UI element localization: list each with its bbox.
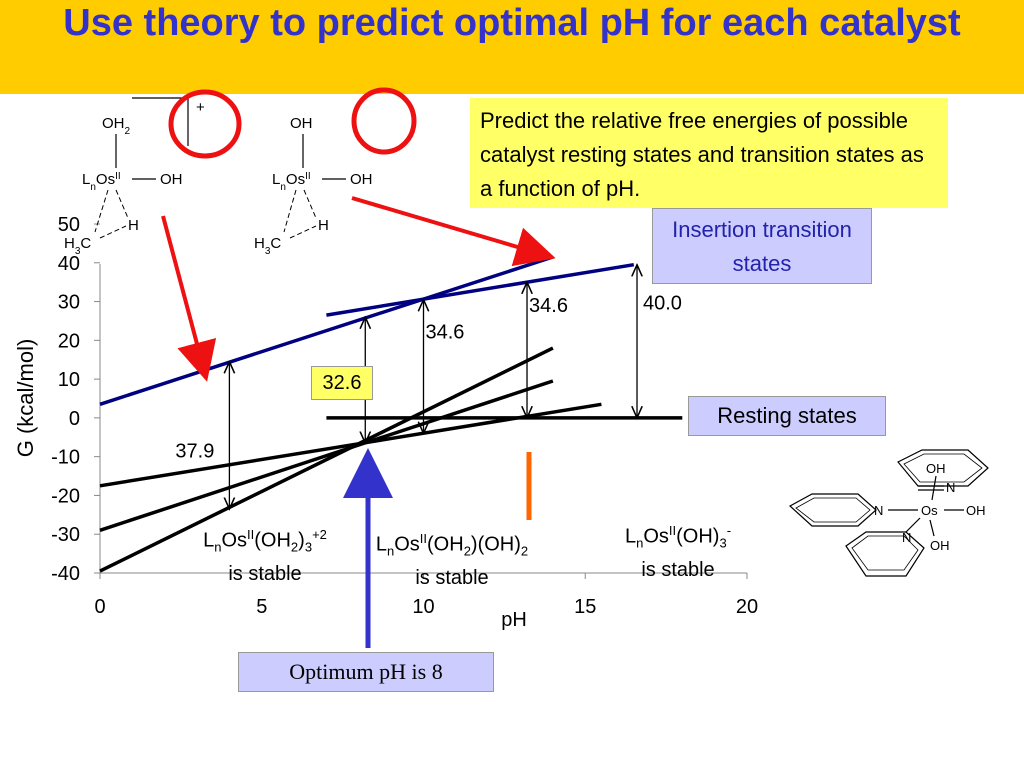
left-charge-label: + xyxy=(196,99,205,116)
resting-states-label: Resting states xyxy=(688,396,886,436)
complex-n2-label: N xyxy=(946,480,955,495)
stable-label-basic: LnOsII(OH)3- is stable xyxy=(624,523,732,581)
right-top-label: OH xyxy=(290,115,313,132)
x-tick-label: 15 xyxy=(574,596,596,618)
right-h-label: H xyxy=(318,217,329,234)
y-tick-label: 50 xyxy=(58,214,80,236)
chart-intervals: 37.9 34.6 34.6 40.0 xyxy=(175,265,682,509)
x-tick-label: 20 xyxy=(736,596,758,618)
chart-axes: 50 40 30 20 10 0 -10 -20 -30 -40 0 5 10 15 20 pH G (kcal… xyxy=(13,214,758,631)
os-complex-structure xyxy=(788,449,989,577)
left-top-label: OH2 xyxy=(102,115,131,137)
annotation-arrows xyxy=(161,196,556,648)
series-line-insertion xyxy=(326,262,635,317)
x-axis-label: pH xyxy=(501,609,527,631)
complex-os-label: Os xyxy=(921,503,938,518)
complex-oh-top-label: OH xyxy=(926,461,946,476)
complex-n3-label: N xyxy=(902,530,911,545)
complex-oh-bottom-label: OH xyxy=(930,538,950,553)
y-tick-label: 10 xyxy=(58,369,80,391)
y-tick-label: 40 xyxy=(58,253,80,275)
title-banner: Use theory to predict optimal pH for eac… xyxy=(0,0,1024,94)
chart-series xyxy=(99,255,683,573)
molecular-structures: OH2 LnOsII OH H H3C + OH LnOsII OH H H3C xyxy=(64,87,989,577)
structure-left: OH2 LnOsII OH H H3C + xyxy=(64,97,205,257)
right-methyl-label: H3C xyxy=(254,235,281,257)
red-arrow-right xyxy=(351,196,556,267)
complex-oh-right-label: OH xyxy=(966,503,986,518)
y-axis-label: G (kcal/mol) xyxy=(13,339,38,458)
complex-n1-label: N xyxy=(874,503,883,518)
series-line-insertion xyxy=(99,255,554,406)
y-tick-label: -20 xyxy=(51,485,80,507)
page-title: Use theory to predict optimal pH for eac… xyxy=(63,2,961,44)
stable-label-acidic: LnOsII(OH2)3+2 is stable xyxy=(203,527,327,585)
highlight-circle-left xyxy=(168,89,242,159)
y-tick-label: 0 xyxy=(69,408,80,430)
y-tick-label: -40 xyxy=(51,563,80,585)
right-center-label: LnOsII xyxy=(272,171,311,193)
interval-label: 34.6 xyxy=(529,295,568,317)
left-right-label: OH xyxy=(160,171,183,188)
left-center-label: LnOsII xyxy=(82,171,121,193)
right-right-label: OH xyxy=(350,171,373,188)
predict-textbox: Predict the relative free energies of po… xyxy=(470,98,948,208)
left-h-label: H xyxy=(128,217,139,234)
interval-value-highlight: 32.6 xyxy=(311,366,373,400)
interval-label: 40.0 xyxy=(643,292,682,314)
y-tick-label: -30 xyxy=(51,524,80,546)
series-line-resting xyxy=(99,346,554,573)
y-tick-label: -10 xyxy=(51,447,80,469)
optimum-ph-label: Optimum pH is 8 xyxy=(238,652,494,692)
structure-right: OH LnOsII OH H H3C xyxy=(254,115,373,257)
highlight-circle-right xyxy=(351,87,417,155)
os-complex-labels: Os N N N OH OH OH xyxy=(874,461,986,553)
x-tick-label: 10 xyxy=(412,596,434,618)
stable-label-neutral: LnOsII(OH2)(OH)2 is stable xyxy=(375,531,529,589)
interval-label: 34.6 xyxy=(426,322,465,344)
y-tick-label: 30 xyxy=(58,292,80,314)
insertion-ts-label: Insertion transition states xyxy=(652,208,872,284)
interval-label-highlight: 32.6 xyxy=(322,372,362,394)
interval-label: 37.9 xyxy=(175,440,214,462)
x-tick-label: 5 xyxy=(256,596,267,618)
y-tick-label: 20 xyxy=(58,330,80,352)
series-line-resting xyxy=(99,379,554,532)
red-arrow-left xyxy=(161,215,217,382)
left-methyl-label: H3C xyxy=(64,235,91,257)
x-tick-label: 0 xyxy=(94,596,105,618)
